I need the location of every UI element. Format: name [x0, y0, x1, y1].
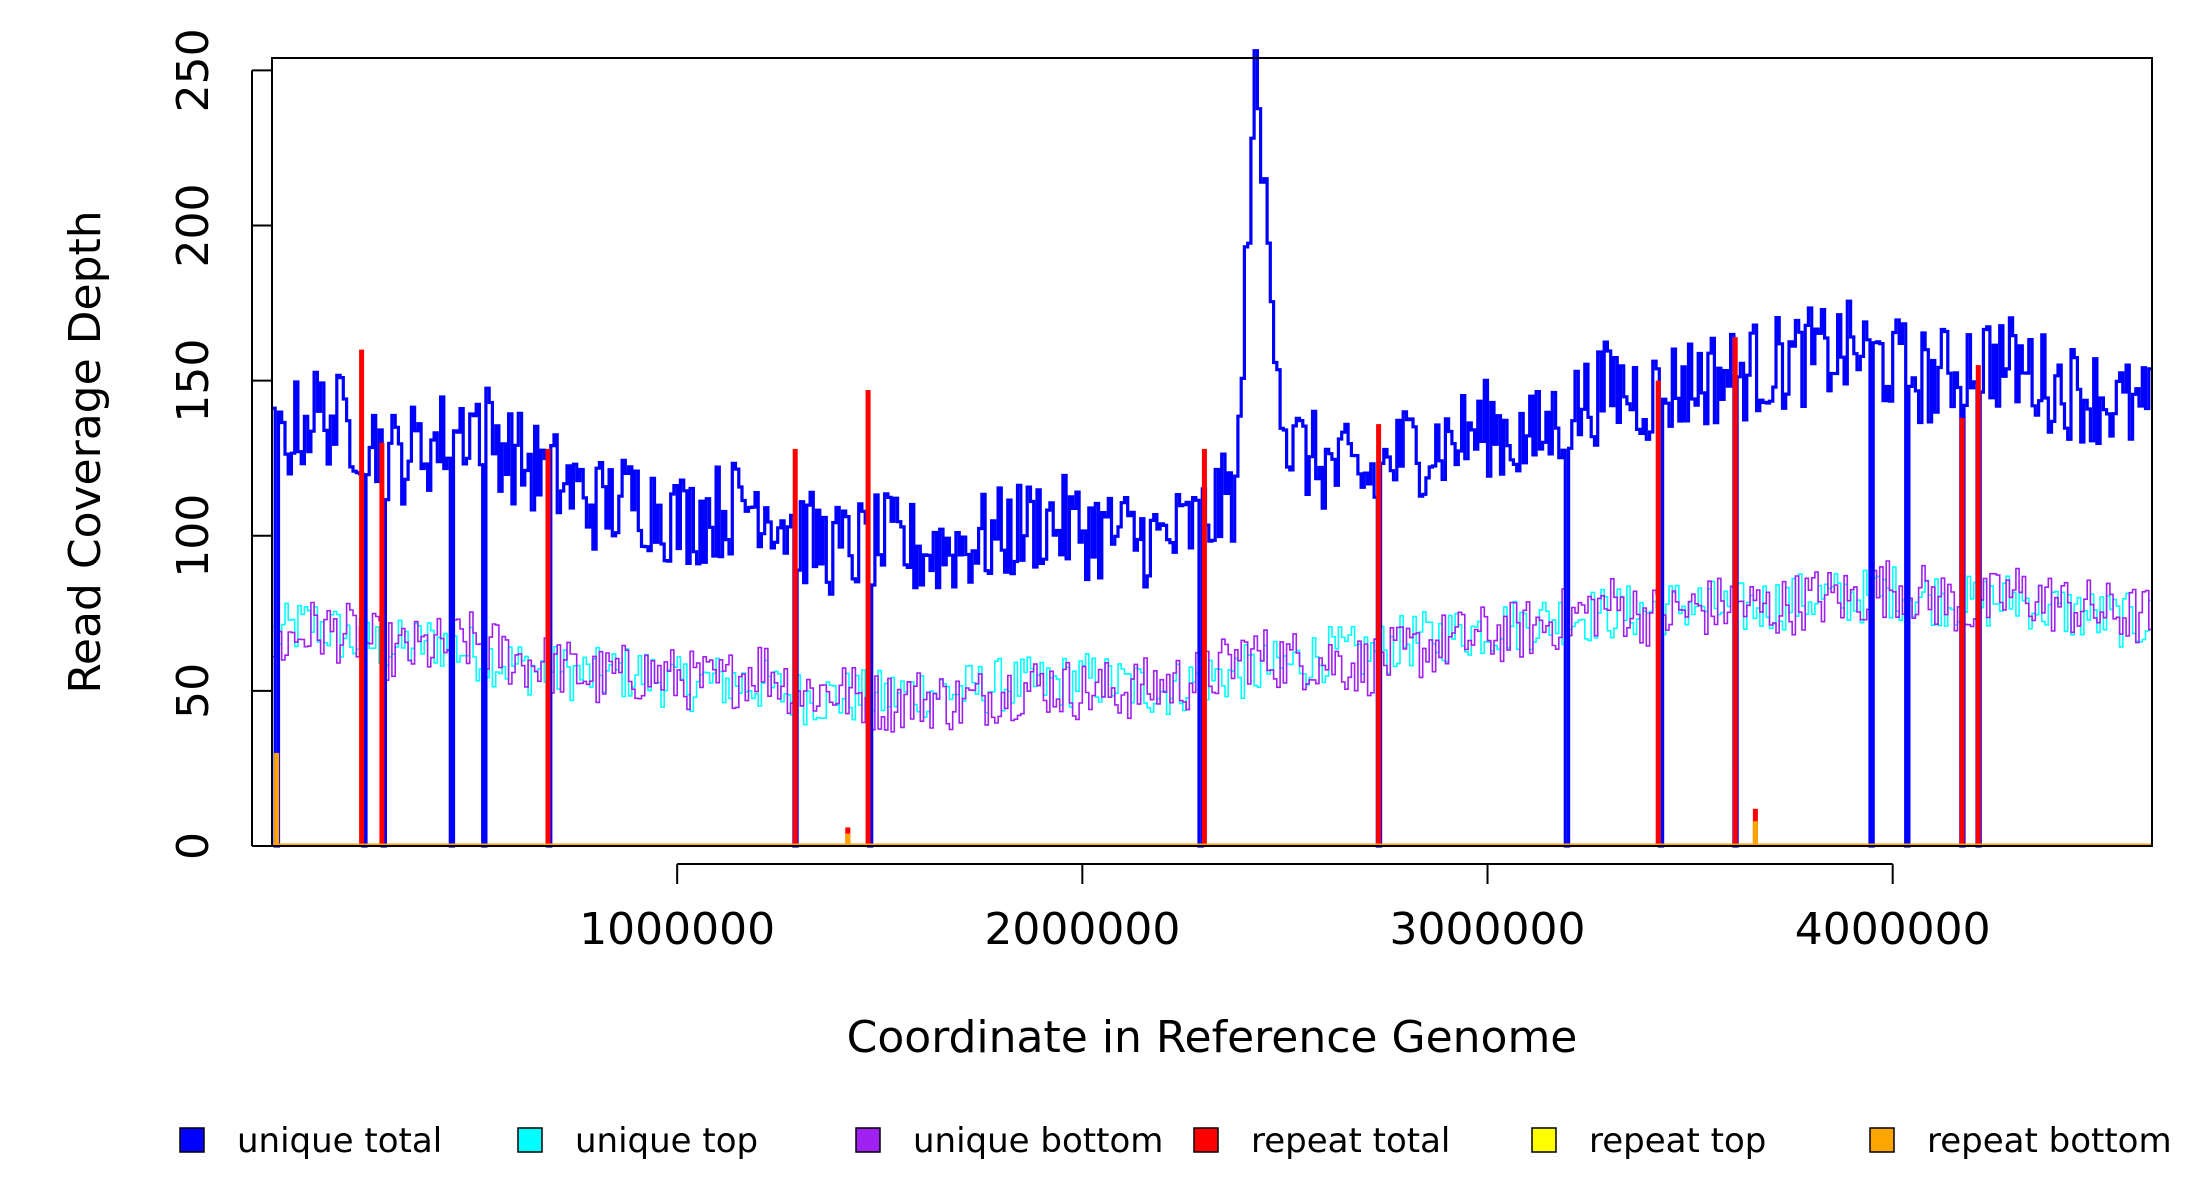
repeat-total-spike	[359, 349, 365, 846]
series-line-unique-bottom	[272, 560, 2152, 847]
legend-label: unique top	[575, 1121, 758, 1161]
y-axis-title: Read Coverage Depth	[60, 210, 111, 693]
series-line-unique-top	[272, 566, 2152, 847]
repeat-total-spike	[1975, 365, 1981, 846]
y-tick-label: 200	[168, 184, 219, 268]
repeat-bottom-spike	[274, 752, 280, 846]
legend-swatch	[1193, 1127, 1219, 1153]
repeat-total-spike	[379, 442, 385, 846]
legend-label: unique bottom	[913, 1121, 1163, 1161]
legend-label: repeat bottom	[1927, 1121, 2172, 1161]
y-tick-label: 150	[168, 339, 219, 423]
legend-label: unique total	[237, 1121, 442, 1161]
axes: 0 50 100 150 200 250 1000000 2000000 3000000 4000…	[168, 28, 1991, 955]
x-axis-title: Coordinate in Reference Genome	[847, 1012, 1578, 1063]
x-tick-label: 1000000	[579, 904, 775, 955]
legend-label: repeat top	[1589, 1121, 1766, 1161]
repeat-total-spike	[1201, 448, 1207, 846]
y-tick-label: 0	[168, 832, 219, 860]
legend-label: repeat total	[1251, 1121, 1450, 1161]
y-tick-label: 50	[168, 663, 219, 719]
y-tick-label: 250	[168, 28, 219, 112]
repeat-bottom-spike	[845, 833, 851, 846]
x-tick-label: 2000000	[984, 904, 1180, 955]
x-tick-label: 3000000	[1390, 904, 1586, 955]
repeat-total-spike	[1655, 380, 1661, 846]
legend-swatch	[179, 1127, 205, 1153]
repeat-total-spike	[1959, 417, 1965, 846]
y-tick-label: 100	[168, 494, 219, 578]
repeat-total-spike	[545, 448, 551, 846]
repeat-total-spike	[865, 390, 871, 846]
x-tick-label: 4000000	[1795, 904, 1991, 955]
repeat-total-spike	[1376, 424, 1382, 846]
series-line-unique-total	[272, 49, 2152, 848]
repeat-total-spike	[1732, 337, 1738, 846]
repeat-total-spike	[792, 448, 798, 846]
legend-swatch	[855, 1127, 881, 1153]
legend-swatch	[1869, 1127, 1895, 1153]
legend-swatch	[1531, 1127, 1557, 1153]
legend-swatch	[517, 1127, 543, 1153]
series-lines	[272, 49, 2152, 848]
legend: unique total unique top unique bottom repea…	[179, 1121, 2172, 1161]
repeat-bottom-spike	[1752, 821, 1758, 846]
plot-frame	[271, 57, 2153, 847]
